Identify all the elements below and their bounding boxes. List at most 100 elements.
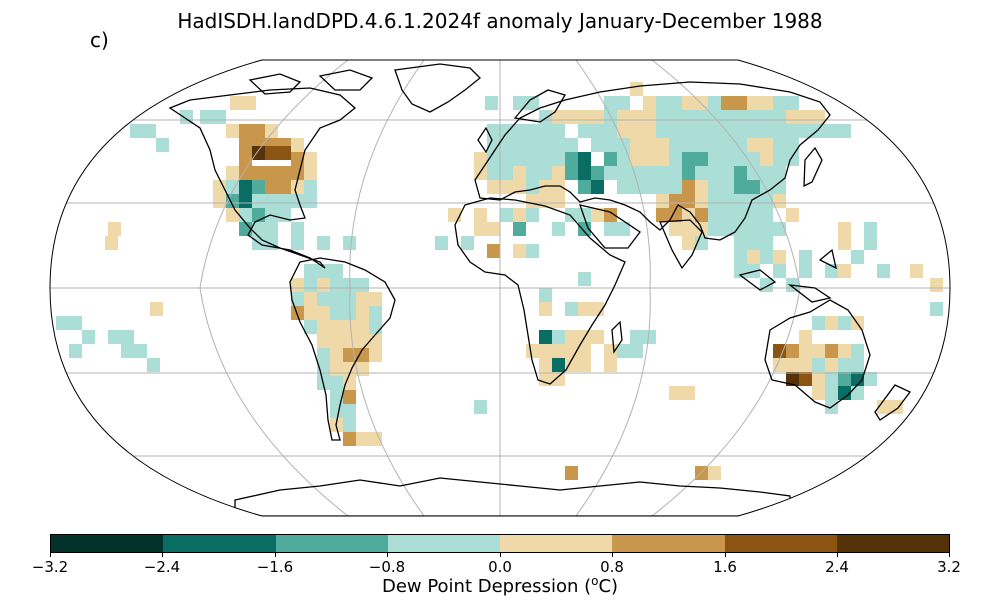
anomaly-cell	[656, 180, 669, 194]
anomaly-cell	[552, 372, 565, 386]
anomaly-cell	[291, 194, 304, 208]
anomaly-cell	[134, 344, 147, 358]
anomaly-cell	[552, 152, 565, 166]
anomaly-cell	[369, 432, 382, 446]
anomaly-cell	[656, 110, 669, 124]
anomaly-cell	[304, 264, 317, 278]
anomaly-cell	[825, 386, 838, 400]
anomaly-cell	[643, 124, 656, 138]
anomaly-cell	[721, 110, 734, 124]
anomaly-cell	[669, 124, 682, 138]
japan-coast	[803, 146, 823, 188]
anomaly-cell	[669, 386, 682, 400]
anomaly-cell	[695, 208, 708, 222]
anomaly-cell	[82, 330, 95, 344]
anomaly-cell	[565, 152, 578, 166]
anomaly-cell	[656, 208, 669, 222]
anomaly-cell	[799, 344, 812, 358]
anomaly-cell	[864, 372, 877, 386]
colorbar-segment-2	[163, 535, 276, 552]
colorbar-tick-label: −1.6	[256, 558, 294, 576]
anomaly-cell	[910, 264, 923, 278]
graticule	[50, 60, 950, 516]
map-title: HadISDH.landDPD.4.6.1.2024f anomaly Janu…	[177, 9, 823, 33]
anomaly-cell	[682, 152, 695, 166]
anomaly-cell	[617, 124, 630, 138]
se-asia-islands	[738, 248, 837, 303]
anomaly-cell	[565, 466, 578, 480]
anomaly-cell	[343, 432, 356, 446]
anomaly-cell	[243, 96, 256, 110]
australia-coast	[764, 299, 871, 409]
anomaly-cell	[539, 166, 552, 180]
anomaly-cell	[708, 208, 721, 222]
greenland-coast	[394, 63, 481, 113]
anomaly-cell	[695, 138, 708, 152]
anomaly-cell	[721, 124, 734, 138]
anomaly-cell	[747, 110, 760, 124]
anomaly-cell	[591, 124, 604, 138]
anomaly-cell	[812, 316, 825, 330]
anomaly-cell	[130, 124, 143, 138]
anomaly-cell	[669, 180, 682, 194]
anomaly-cell	[643, 110, 656, 124]
anomaly-cell	[552, 344, 565, 358]
anomaly-cell	[812, 386, 825, 400]
anomaly-cell	[343, 404, 356, 418]
anomaly-cell	[304, 292, 317, 306]
anomaly-cell	[799, 330, 812, 344]
anomaly-cell	[721, 208, 734, 222]
anomaly-cell	[656, 138, 669, 152]
anomaly-cell	[304, 194, 317, 208]
anomaly-cell	[812, 372, 825, 386]
madagascar-coast	[611, 320, 623, 354]
anomaly-cell	[851, 372, 864, 386]
anomaly-cell	[773, 96, 786, 110]
anomaly-cell	[317, 362, 330, 376]
anomaly-cell	[330, 348, 343, 362]
anomaly-cell	[539, 372, 552, 386]
anomaly-cell	[487, 124, 500, 138]
anomaly-cell	[864, 222, 877, 236]
anomaly-cell	[630, 110, 643, 124]
anomaly-cell	[278, 208, 291, 222]
south-america-coast	[289, 257, 396, 441]
anomaly-cell	[526, 138, 539, 152]
anomaly-cell	[708, 180, 721, 194]
anomaly-cell	[734, 152, 747, 166]
anomaly-cell	[630, 138, 643, 152]
anomaly-cell	[851, 344, 864, 358]
anomaly-cell	[513, 244, 526, 258]
anomaly-cell	[734, 222, 747, 236]
anomaly-cell	[838, 124, 851, 138]
anomaly-cell	[500, 166, 513, 180]
colorbar-tick	[275, 552, 276, 557]
anomaly-cell	[838, 264, 851, 278]
anomaly-cell	[265, 146, 278, 160]
anomaly-cell	[317, 278, 330, 292]
anomaly-cell	[747, 124, 760, 138]
anomaly-cell	[474, 152, 487, 166]
anomaly-cell	[591, 110, 604, 124]
anomaly-cell	[526, 244, 539, 258]
africa-coast	[454, 197, 626, 385]
anomaly-cell	[747, 222, 760, 236]
anomaly-cell	[239, 152, 252, 166]
anomaly-cell	[708, 138, 721, 152]
anomaly-cell	[786, 358, 799, 372]
anomaly-cell	[343, 320, 356, 334]
anomaly-cell	[617, 222, 630, 236]
anomaly-cell	[669, 194, 682, 208]
anomaly-cell	[265, 222, 278, 236]
anomaly-cell	[604, 124, 617, 138]
anomaly-cell	[239, 166, 252, 180]
anomaly-cell	[291, 278, 304, 292]
anomaly-cell	[330, 390, 343, 404]
anomaly-cell	[200, 110, 213, 124]
anomaly-cell	[565, 166, 578, 180]
anomaly-cell	[330, 264, 343, 278]
anomaly-cell	[734, 166, 747, 180]
anomaly-cell	[799, 110, 812, 124]
anomaly-cell	[552, 194, 565, 208]
anomaly-cell	[317, 306, 330, 320]
